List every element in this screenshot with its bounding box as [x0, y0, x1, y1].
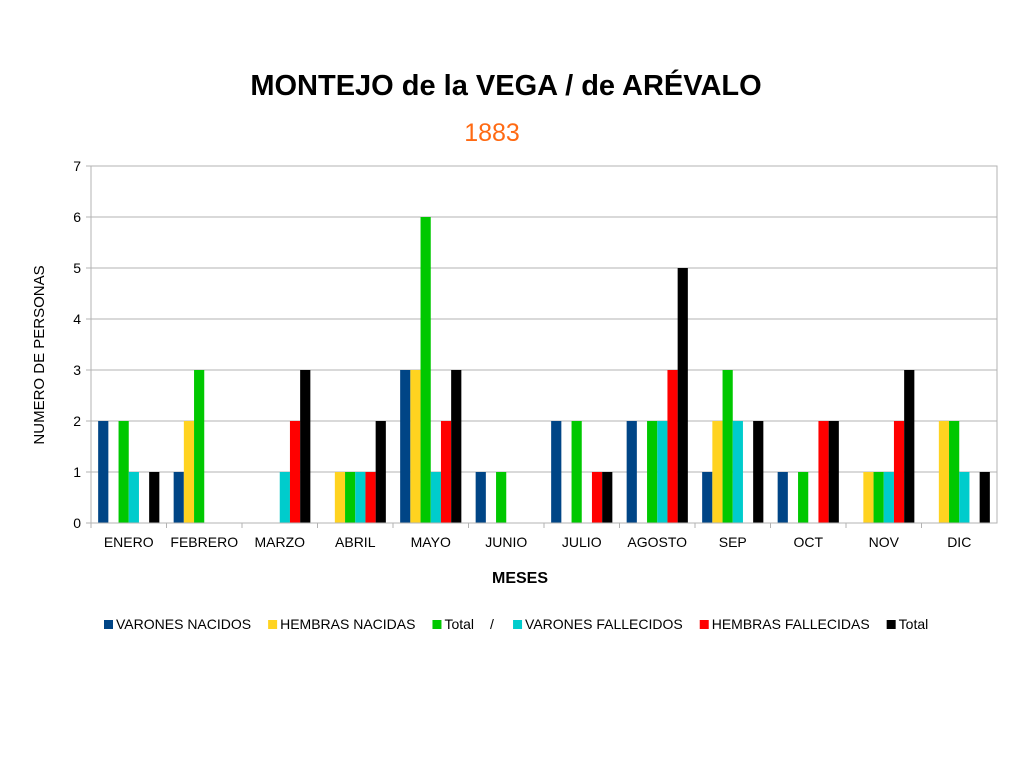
legend-swatch — [104, 620, 113, 629]
legend-swatch — [432, 620, 442, 629]
x-tick-label: MAYO — [411, 534, 451, 550]
bar — [873, 472, 884, 523]
bar — [365, 472, 376, 523]
y-axis-title: NUMERO DE PERSONAS — [31, 265, 48, 444]
legend-label: Total — [444, 616, 474, 632]
bar — [475, 472, 486, 523]
x-tick-label: ABRIL — [335, 534, 376, 550]
x-tick-label: JULIO — [562, 534, 602, 550]
legend-label: HEMBRAS NACIDAS — [280, 616, 415, 632]
axes: 0 1 2 3 4 5 6 7 ENERO FEBRERO MARZO ABRIL MAYO JUNIO J… — [73, 158, 998, 550]
bar — [194, 370, 205, 523]
x-tick-label: FEBRERO — [170, 534, 238, 550]
bar — [702, 472, 713, 523]
plot-area — [90, 165, 998, 524]
y-tick-label: 4 — [73, 311, 81, 327]
bar — [753, 421, 764, 523]
bar — [355, 472, 366, 523]
bar — [410, 370, 421, 523]
bar — [345, 472, 356, 523]
y-tick-label: 1 — [73, 464, 81, 480]
bar — [626, 421, 637, 523]
x-tick-label: MARZO — [254, 534, 305, 550]
bar — [571, 421, 582, 523]
y-tick-label: 2 — [73, 413, 81, 429]
x-tick-label: JUNIO — [485, 534, 527, 550]
bar — [98, 421, 109, 523]
bars — [98, 217, 990, 523]
x-tick-label: AGOSTO — [627, 534, 687, 550]
bar — [712, 421, 723, 523]
x-tick-label: DIC — [947, 534, 971, 550]
y-tick-label: 7 — [73, 158, 81, 174]
bar — [904, 370, 915, 523]
bar — [602, 472, 613, 523]
bar — [883, 472, 894, 523]
bar — [777, 472, 788, 523]
x-tick-label: SEP — [719, 534, 747, 550]
y-tick-label: 6 — [73, 209, 81, 225]
bar — [279, 472, 290, 523]
bar — [979, 472, 990, 523]
bar — [183, 421, 195, 523]
bar — [863, 472, 874, 523]
bar — [128, 472, 139, 523]
bar — [420, 217, 431, 523]
legend-label: VARONES FALLECIDOS — [525, 616, 683, 632]
bar — [732, 421, 743, 523]
bar — [818, 421, 829, 523]
bar — [647, 421, 658, 523]
y-tick-label: 5 — [73, 260, 81, 276]
legend-label: VARONES NACIDOS — [116, 616, 251, 632]
bar — [173, 472, 184, 523]
x-tick-label: ENERO — [104, 534, 154, 550]
legend-separator: / — [490, 616, 494, 632]
bar — [657, 421, 668, 523]
legend-swatch — [699, 620, 709, 629]
bar — [591, 472, 603, 523]
bar — [828, 421, 839, 523]
bar — [893, 421, 905, 523]
bar — [667, 370, 678, 523]
bar — [289, 421, 301, 523]
legend: VARONES NACIDOS HEMBRAS NACIDAS Total / VARO… — [104, 616, 928, 632]
legend-swatch — [513, 620, 523, 629]
bar — [677, 268, 688, 523]
legend-label: Total — [899, 616, 929, 632]
gridlines — [91, 165, 997, 473]
bar — [798, 472, 809, 523]
y-tick-label: 3 — [73, 362, 81, 378]
bar — [496, 472, 507, 523]
x-axis-title: MESES — [492, 570, 548, 587]
bar — [949, 421, 960, 523]
bar — [375, 421, 386, 523]
legend-swatch — [268, 620, 278, 629]
bar — [149, 472, 160, 523]
legend-swatch — [886, 620, 896, 629]
bar — [300, 370, 311, 523]
x-tick-label: OCT — [793, 534, 823, 550]
bar — [551, 421, 562, 523]
x-tick-label: NOV — [869, 534, 900, 550]
bar — [334, 472, 346, 523]
bar — [938, 421, 950, 523]
bar — [440, 421, 452, 523]
y-tick-label: 0 — [73, 515, 81, 531]
bar — [722, 370, 733, 523]
bar — [400, 370, 411, 523]
legend-label: HEMBRAS FALLECIDAS — [712, 616, 870, 632]
bar — [959, 472, 970, 523]
chart-subtitle: 1883 — [464, 119, 520, 147]
bar — [451, 370, 462, 523]
bar — [118, 421, 129, 523]
bar — [430, 472, 441, 523]
chart-title: MONTEJO de la VEGA / de ARÉVALO — [250, 70, 762, 102]
